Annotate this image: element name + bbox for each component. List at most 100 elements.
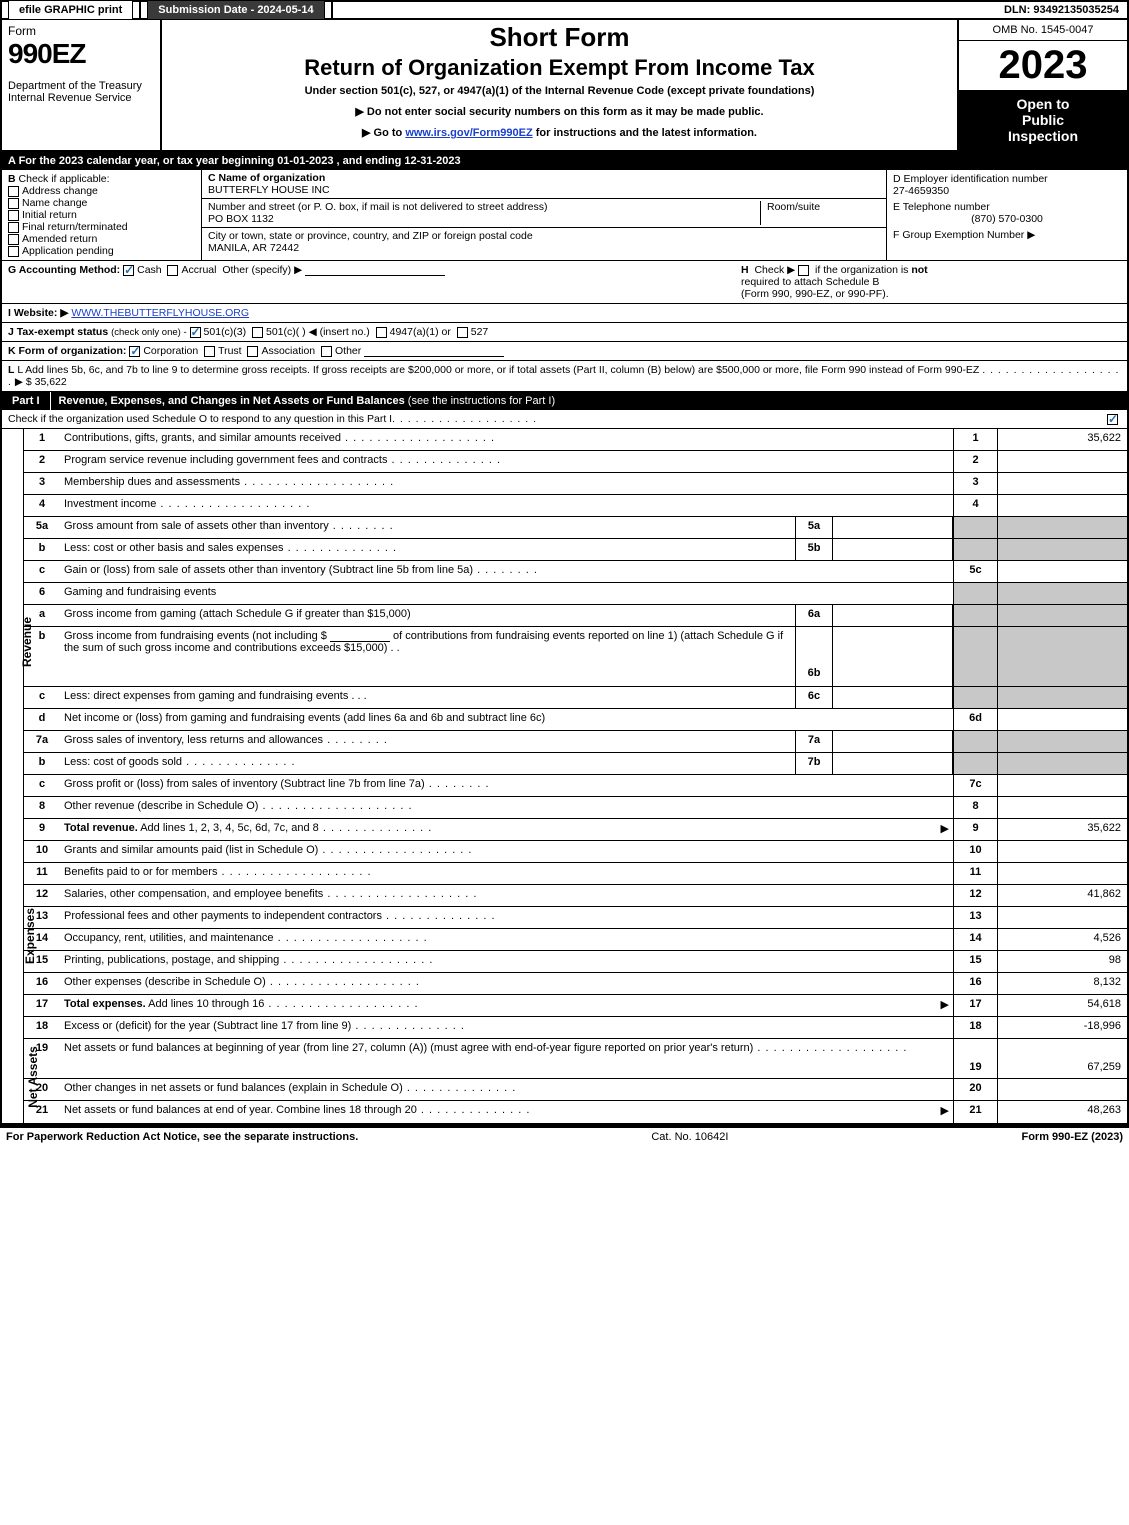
line-g-h: G Accounting Method: Cash Accrual Other … [2,261,1127,304]
chk-name-change[interactable]: Name change [8,197,195,209]
form-number: 990EZ [8,38,154,70]
side-netassets: Net Assets [2,1017,24,1123]
phone: (870) 570-0300 [893,213,1121,225]
chk-application-pending[interactable]: Application pending [8,245,195,257]
row-6: 6Gaming and fundraising events [24,583,1127,605]
chk-schedule-b[interactable] [798,265,809,276]
footer-left: For Paperwork Reduction Act Notice, see … [6,1131,358,1143]
row-6d: dNet income or (loss) from gaming and fu… [24,709,1127,731]
line-h: H Check ▶ if the organization is not req… [741,264,1121,300]
row-8: 8Other revenue (describe in Schedule O)8 [24,797,1127,819]
row-9: 9Total revenue. Total revenue. Add lines… [24,819,1127,841]
side-expenses: Expenses [2,841,24,1017]
footer: For Paperwork Reduction Act Notice, see … [0,1127,1129,1146]
row-6a: aGross income from gaming (attach Schedu… [24,605,1127,627]
row-org-name: C Name of organization BUTTERFLY HOUSE I… [202,170,886,199]
part1-checkline: Check if the organization used Schedule … [2,410,1127,429]
row-7c: cGross profit or (loss) from sales of in… [24,775,1127,797]
gross-receipts: 35,622 [35,376,67,388]
row-street: Number and street (or P. O. box, if mail… [202,199,886,228]
chk-cash[interactable] [123,265,134,276]
open-to-public: Open to Public Inspection [959,90,1127,150]
chk-amended-return[interactable]: Amended return [8,233,195,245]
row-10: 10Grants and similar amounts paid (list … [24,841,1127,863]
col-def: D Employer identification number27-46593… [887,170,1127,260]
bullet-ssn: ▶ Do not enter social security numbers o… [170,105,949,118]
chk-address-change[interactable]: Address change [8,185,195,197]
dept-treasury: Department of the Treasury [8,80,154,92]
website-link[interactable]: WWW.THEBUTTERFLYHOUSE.ORG [71,307,249,319]
chk-initial-return[interactable]: Initial return [8,209,195,221]
form-container: efile GRAPHIC print Submission Date - 20… [0,0,1129,1127]
city: MANILA, AR 72442 [208,242,299,254]
line-g: G Accounting Method: Cash Accrual Other … [8,264,445,300]
street: PO BOX 1132 [208,213,274,225]
side-revenue: Revenue [2,429,24,841]
row-14: 14Occupancy, rent, utilities, and mainte… [24,929,1127,951]
row-17: 17Total expenses. Add lines 10 through 1… [24,995,1127,1017]
header-right: OMB No. 1545-0047 2023 Open to Public In… [957,20,1127,150]
row-4: 4Investment income4 [24,495,1127,517]
chk-other-org[interactable] [321,346,332,357]
bullet-goto: ▶ Go to www.irs.gov/Form990EZ for instru… [170,126,949,139]
revenue-group: Revenue 1Contributions, gifts, grants, a… [2,429,1127,841]
title-return: Return of Organization Exempt From Incom… [170,55,949,81]
row-20: 20Other changes in net assets or fund ba… [24,1079,1127,1101]
line-a: A For the 2023 calendar year, or tax yea… [2,152,1127,170]
tax-year: 2023 [959,41,1127,90]
netassets-group: Net Assets 18Excess or (deficit) for the… [2,1017,1127,1125]
other-org-input[interactable] [364,345,504,357]
room-suite: Room/suite [760,201,880,225]
subtitle: Under section 501(c), 527, or 4947(a)(1)… [170,85,949,97]
row-12: 12Salaries, other compensation, and empl… [24,885,1127,907]
footer-right: Form 990-EZ (2023) [1021,1131,1123,1143]
org-name: BUTTERFLY HOUSE INC [208,184,330,196]
line-l: L L Add lines 5b, 6c, and 7b to line 9 t… [2,361,1127,392]
submission-date: Submission Date - 2024-05-14 [141,2,332,18]
row-6b: bGross income from fundraising events (n… [24,627,1127,687]
ein: 27-4659350 [893,185,949,197]
footer-cat: Cat. No. 10642I [651,1131,728,1143]
chk-trust[interactable] [204,346,215,357]
top-bar: efile GRAPHIC print Submission Date - 20… [2,2,1127,20]
form-label: Form [8,24,154,38]
chk-accrual[interactable] [167,265,178,276]
col-b: B Check if applicable: Address change Na… [2,170,202,260]
irs-label: Internal Revenue Service [8,92,154,104]
header-left: Form 990EZ Department of the Treasury In… [2,20,162,150]
row-3: 3Membership dues and assessments3 [24,473,1127,495]
chk-527[interactable] [457,327,468,338]
row-16: 16Other expenses (describe in Schedule O… [24,973,1127,995]
efile-print: efile GRAPHIC print [2,2,141,18]
chk-final-return[interactable]: Final return/terminated [8,221,195,233]
row-2: 2Program service revenue including gover… [24,451,1127,473]
row-city: City or town, state or province, country… [202,228,886,256]
header-center: Short Form Return of Organization Exempt… [162,20,957,150]
line-k: K Form of organization: Corporation Trus… [2,342,1127,361]
row-6c: cLess: direct expenses from gaming and f… [24,687,1127,709]
row-19: 19Net assets or fund balances at beginni… [24,1039,1127,1079]
line-i: I Website: ▶ WWW.THEBUTTERFLYHOUSE.ORG [2,304,1127,323]
chk-association[interactable] [247,346,258,357]
row-7b: bLess: cost of goods sold7b [24,753,1127,775]
row-7a: 7aGross sales of inventory, less returns… [24,731,1127,753]
other-specify-input[interactable] [305,264,445,276]
irs-link[interactable]: www.irs.gov/Form990EZ [405,127,532,139]
col-c: C Name of organization BUTTERFLY HOUSE I… [202,170,887,260]
chk-corporation[interactable] [129,346,140,357]
chk-4947[interactable] [376,327,387,338]
omb-number: OMB No. 1545-0047 [959,20,1127,41]
row-5b: bLess: cost or other basis and sales exp… [24,539,1127,561]
part1-header: Part I Revenue, Expenses, and Changes in… [2,392,1127,410]
row-18: 18Excess or (deficit) for the year (Subt… [24,1017,1127,1039]
form-header: Form 990EZ Department of the Treasury In… [2,20,1127,152]
line-j: J Tax-exempt status (check only one) - 5… [2,323,1127,342]
row-5c: cGain or (loss) from sale of assets othe… [24,561,1127,583]
row-5a: 5aGross amount from sale of assets other… [24,517,1127,539]
chk-schedule-o[interactable] [1107,414,1118,425]
row-1: 1Contributions, gifts, grants, and simil… [24,429,1127,451]
chk-501c3[interactable] [190,327,201,338]
chk-501c[interactable] [252,327,263,338]
expenses-group: Expenses 10Grants and similar amounts pa… [2,841,1127,1017]
group-arrow: ▶ [1027,229,1035,241]
